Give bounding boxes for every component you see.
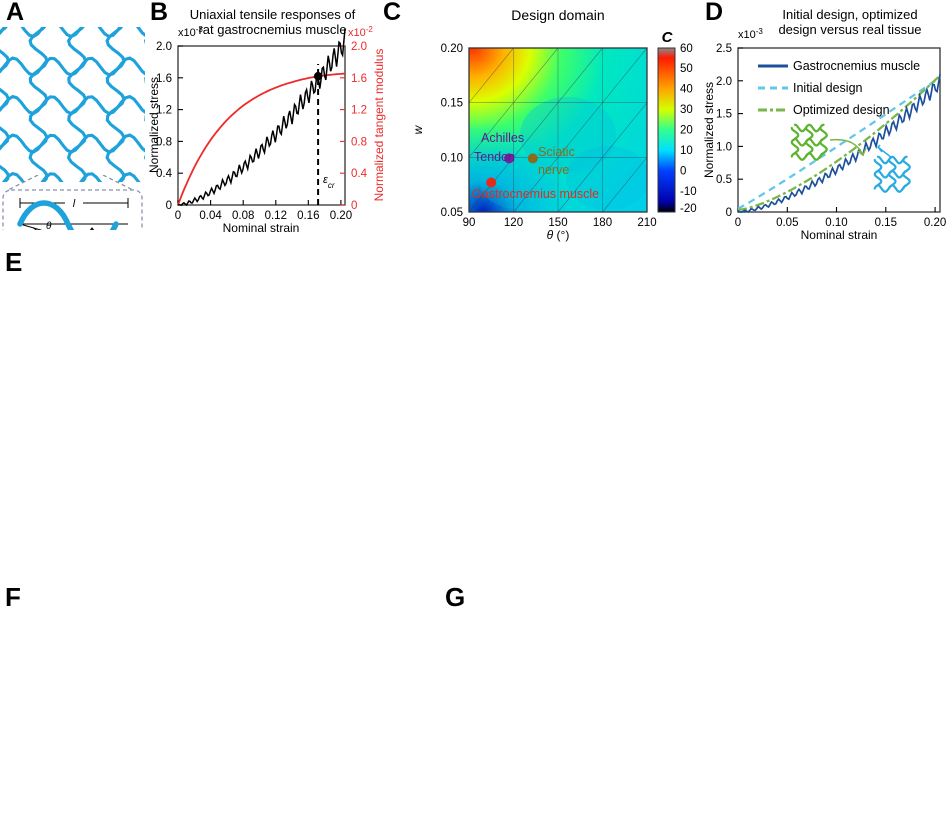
- svg-text:0.8: 0.8: [351, 136, 367, 148]
- svg-text:εcr: εcr: [323, 174, 335, 190]
- svg-text:0.10: 0.10: [441, 152, 463, 164]
- svg-text:1.6: 1.6: [351, 73, 367, 85]
- svg-text:0.20: 0.20: [924, 217, 946, 229]
- svg-text:-20: -20: [680, 203, 697, 215]
- svg-text:θ (°): θ (°): [547, 228, 570, 242]
- svg-text:x10-3: x10-3: [178, 25, 203, 40]
- svg-text:0: 0: [166, 200, 172, 212]
- svg-text:Achilles: Achilles: [481, 131, 524, 145]
- svg-text:60: 60: [680, 43, 693, 55]
- svg-text:0.20: 0.20: [330, 210, 352, 222]
- svg-text:x10-3: x10-3: [738, 27, 763, 42]
- svg-text:90: 90: [463, 217, 476, 229]
- svg-text:C: C: [662, 29, 674, 46]
- svg-text:1.2: 1.2: [351, 105, 367, 117]
- svg-text:0: 0: [351, 200, 357, 212]
- svg-text:20: 20: [680, 125, 693, 137]
- svg-text:x10-2: x10-2: [348, 25, 373, 40]
- svg-text:0.04: 0.04: [199, 210, 222, 222]
- svg-text:nerve: nerve: [538, 163, 569, 177]
- svg-text:180: 180: [593, 217, 612, 229]
- svg-text:Nominal strain: Nominal strain: [801, 228, 878, 242]
- svg-text:0.05: 0.05: [441, 207, 463, 219]
- svg-text:-10: -10: [680, 186, 697, 198]
- svg-text:0.15: 0.15: [441, 98, 463, 110]
- svg-text:2.0: 2.0: [156, 41, 172, 53]
- svg-text:0.15: 0.15: [875, 217, 897, 229]
- svg-text:120: 120: [504, 217, 523, 229]
- svg-text:2.5: 2.5: [716, 43, 732, 55]
- svg-text:30: 30: [680, 104, 693, 116]
- svg-text:θ: θ: [46, 221, 52, 230]
- svg-text:0: 0: [726, 207, 732, 219]
- svg-text:1.0: 1.0: [716, 141, 732, 153]
- svg-text:Normalized stress: Normalized stress: [702, 82, 716, 178]
- svg-text:0.20: 0.20: [441, 43, 463, 55]
- svg-text:2.0: 2.0: [351, 41, 367, 53]
- svg-text:10: 10: [680, 145, 693, 157]
- svg-text:0: 0: [735, 217, 741, 229]
- svg-text:Gastrocnemius muscle: Gastrocnemius muscle: [793, 59, 920, 73]
- svg-text:Gastrocnemius muscle: Gastrocnemius muscle: [472, 187, 599, 201]
- svg-text:40: 40: [680, 84, 693, 96]
- svg-text:Normalized stress: Normalized stress: [147, 77, 161, 173]
- svg-text:0: 0: [175, 210, 181, 222]
- svg-text:0.4: 0.4: [351, 168, 368, 180]
- svg-text:0.16: 0.16: [297, 210, 319, 222]
- svg-text:2.0: 2.0: [716, 76, 732, 88]
- svg-text:Initial design: Initial design: [793, 81, 863, 95]
- svg-text:Nominal strain: Nominal strain: [223, 221, 300, 235]
- svg-text:50: 50: [680, 63, 693, 75]
- svg-text:0: 0: [680, 166, 686, 178]
- svg-text:0.5: 0.5: [716, 174, 732, 186]
- svg-text:w: w: [411, 124, 425, 134]
- svg-text:Optimized design: Optimized design: [793, 103, 890, 117]
- svg-text:210: 210: [637, 217, 656, 229]
- svg-text:Sciatic: Sciatic: [538, 145, 575, 159]
- svg-text:0.05: 0.05: [776, 217, 798, 229]
- svg-text:Tendon: Tendon: [474, 150, 515, 164]
- svg-text:l: l: [73, 198, 76, 210]
- svg-text:1.5: 1.5: [716, 109, 732, 121]
